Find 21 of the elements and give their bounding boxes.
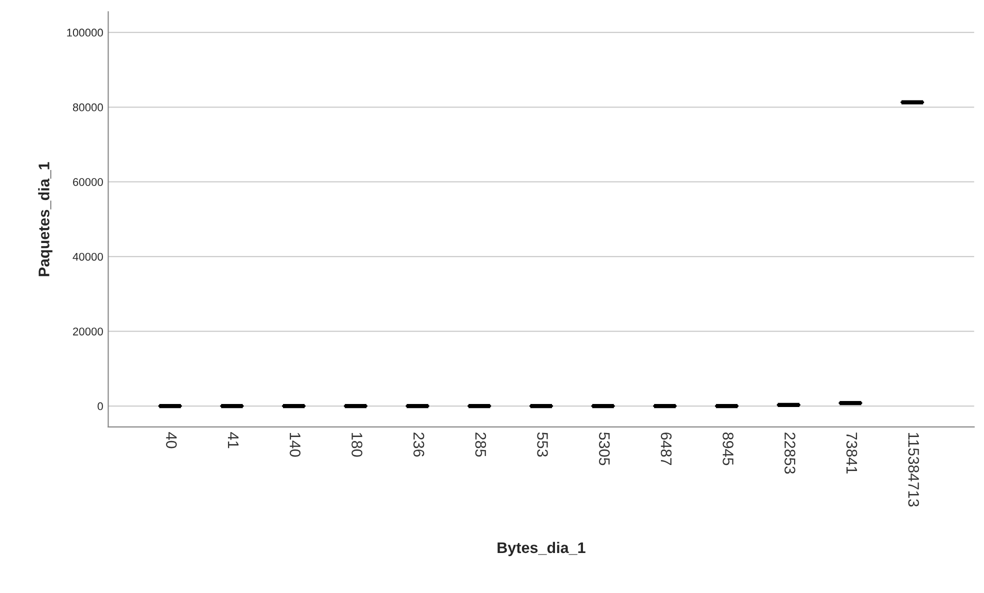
y-tick-label: 100000 xyxy=(67,28,103,37)
y-tick-label: 20000 xyxy=(73,328,103,336)
x-tick-label: 115384713 xyxy=(908,432,920,506)
x-tick-label: 73841 xyxy=(846,432,858,474)
x-tick-label: 140 xyxy=(290,432,301,457)
y-tick-label: 40000 xyxy=(72,252,103,261)
x-tick-label: 285 xyxy=(475,432,486,457)
x-tick-label: 180 xyxy=(352,432,362,457)
x-tick-label: 8945 xyxy=(722,432,734,466)
y-axis-title: Paquetes_dia_1 xyxy=(38,162,52,276)
x-tick-label: 22853 xyxy=(784,432,796,474)
y-tick-label: 0 xyxy=(98,402,103,410)
y-tick-label: 80000 xyxy=(72,103,103,112)
x-tick-label: 41 xyxy=(228,432,239,448)
x-axis-title: Bytes_dia_1 xyxy=(498,542,586,556)
x-tick-label: 6487 xyxy=(660,432,672,466)
x-tick-label: 40 xyxy=(166,432,177,448)
y-tick-label: 60000 xyxy=(73,178,103,186)
x-tick-label: 236 xyxy=(413,432,424,457)
x-tick-label: 5305 xyxy=(598,432,610,466)
x-tick-label: 553 xyxy=(537,432,548,457)
